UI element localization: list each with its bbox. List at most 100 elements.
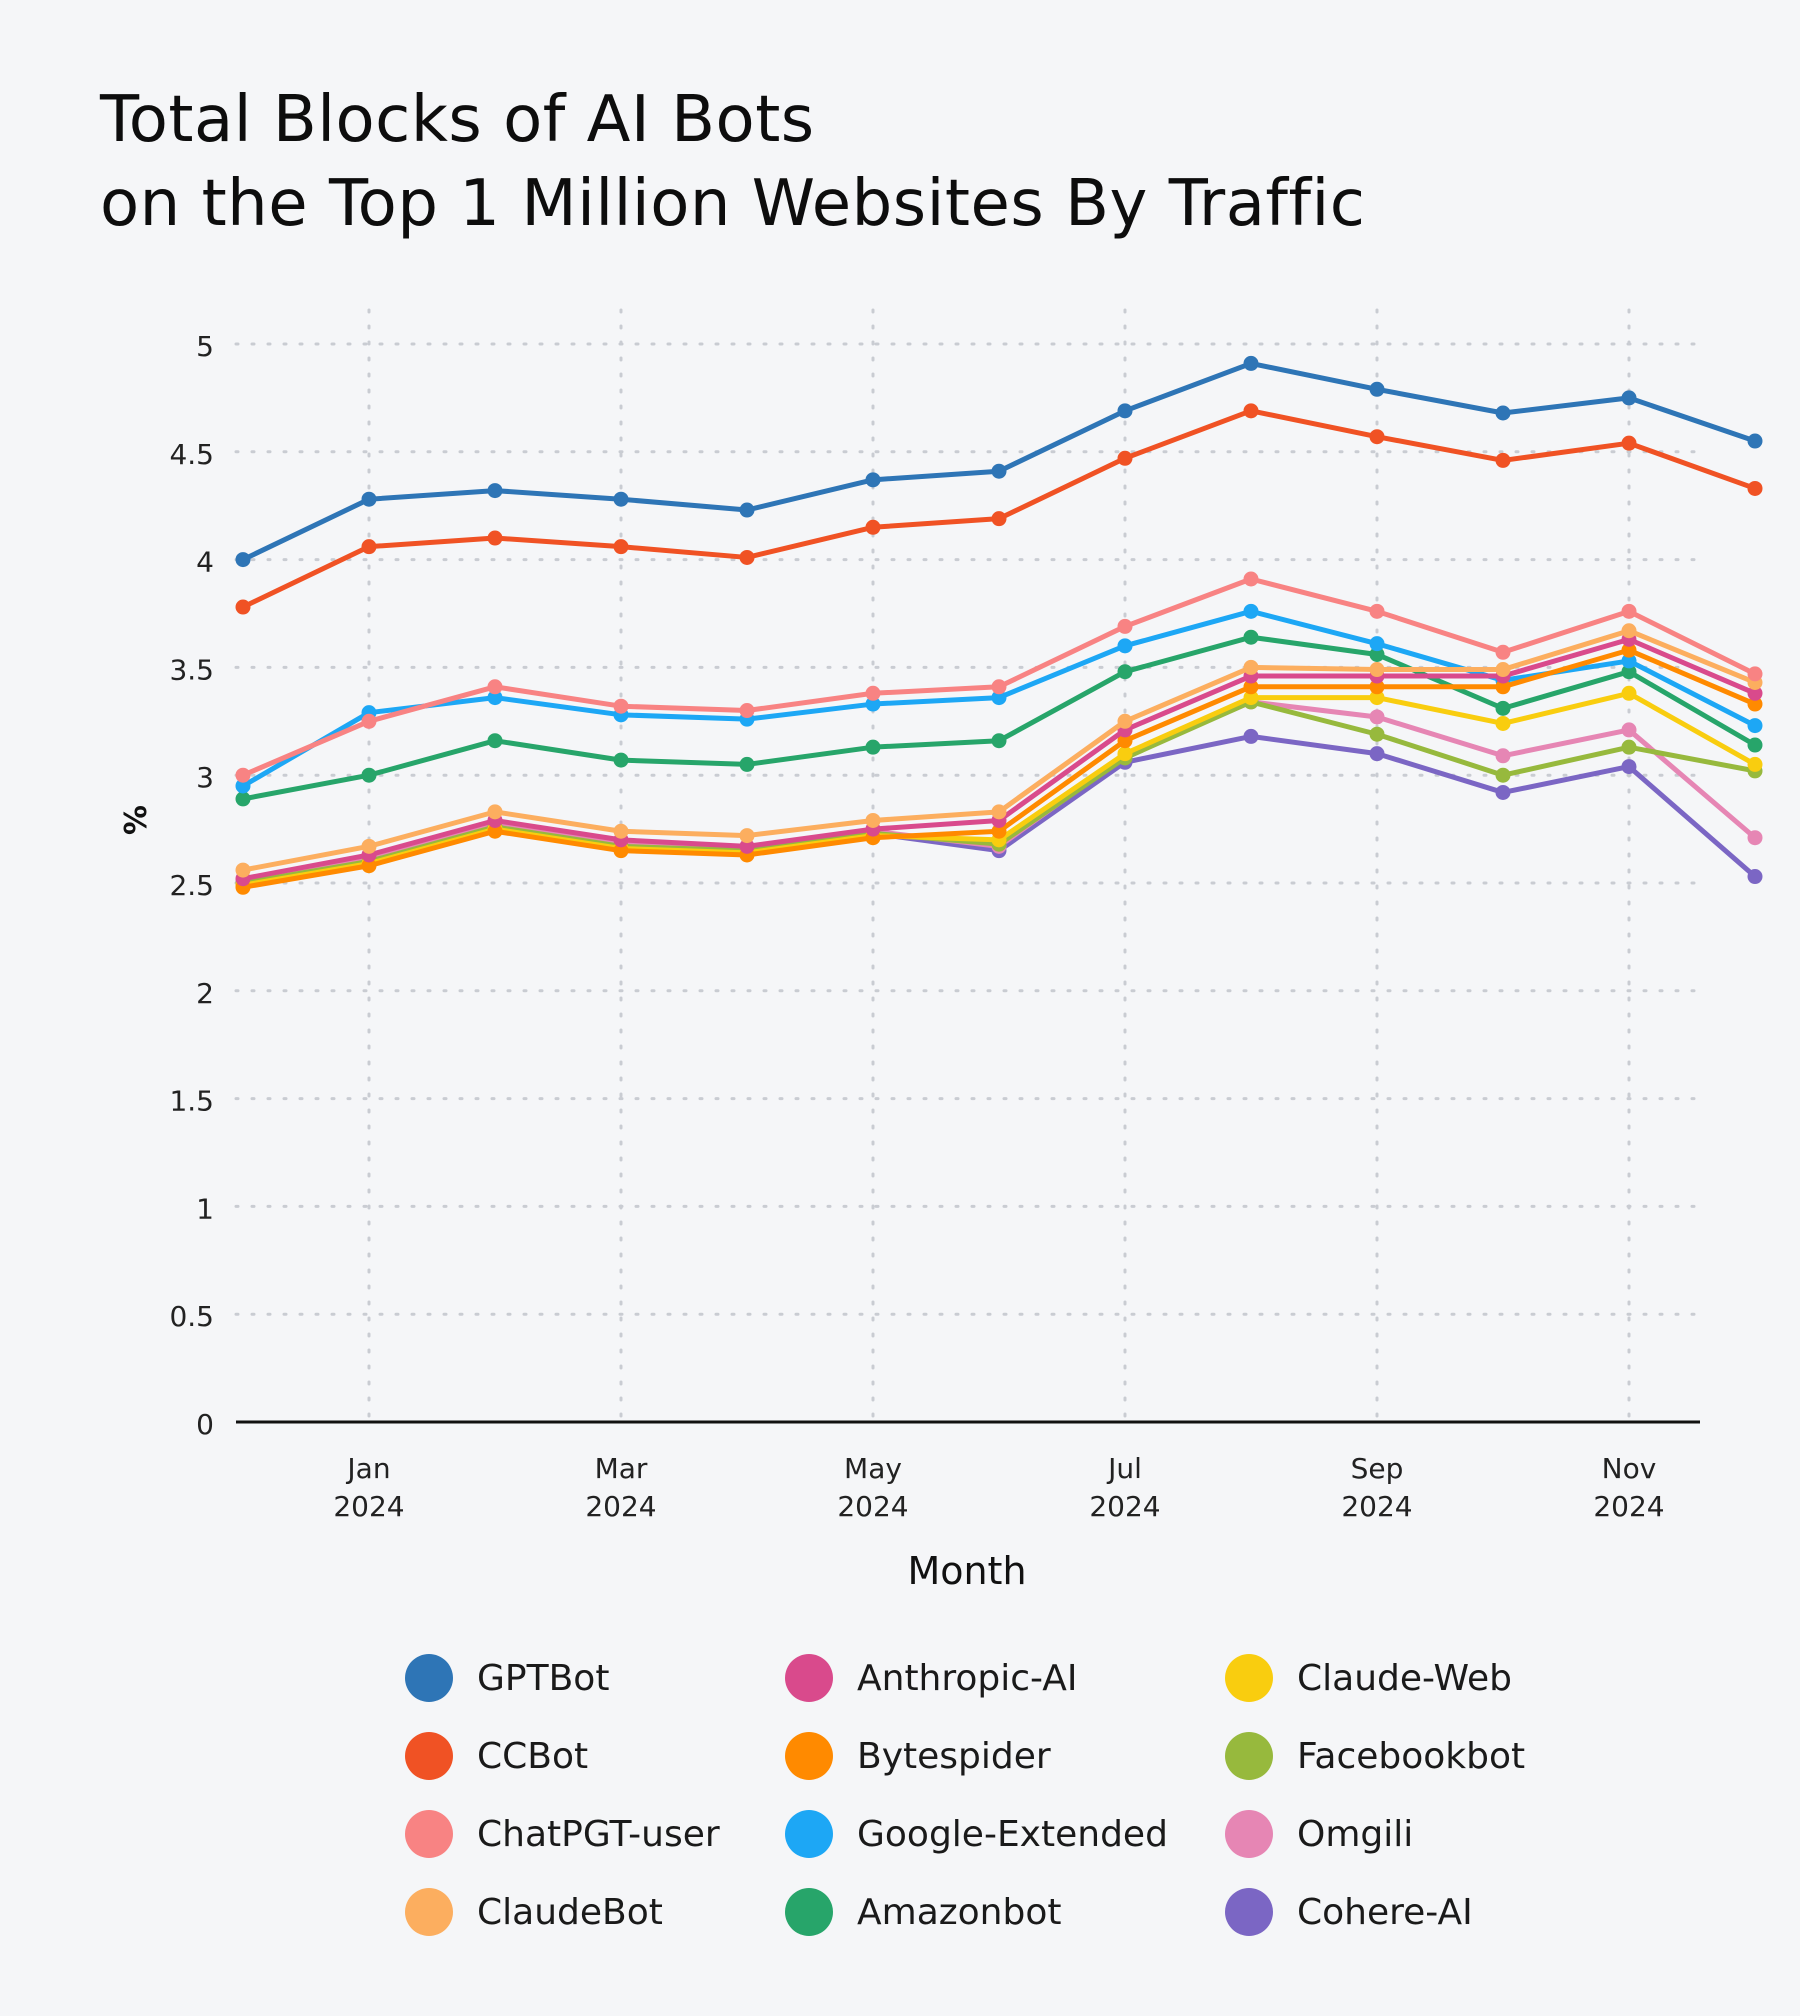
data-point <box>1495 748 1511 764</box>
data-point <box>1495 700 1511 716</box>
chart-axes: 0 0.5 1 1.5 2 2.5 3 3.5 4 4.5 5 Jan 2024 Mar 2024 May 20… <box>169 330 1700 1523</box>
legend-item: Amazonbot <box>785 1882 1062 1942</box>
y-tick-label: 0.5 <box>169 1300 214 1333</box>
data-point <box>1747 718 1763 734</box>
data-point <box>1621 390 1637 406</box>
data-point <box>865 739 881 755</box>
data-point <box>1495 405 1511 421</box>
data-point <box>1621 664 1637 680</box>
legend-label: ChatPGT-user <box>477 1813 720 1855</box>
legend-item: Google-Extended <box>785 1804 1168 1864</box>
data-point <box>1117 733 1133 749</box>
data-point <box>1495 452 1511 468</box>
legend-swatch <box>785 1732 833 1780</box>
y-tick-label: 3.5 <box>169 653 214 686</box>
legend-label: Facebookbot <box>1297 1735 1526 1777</box>
data-point <box>1243 690 1259 706</box>
x-tick-label-month: Sep <box>1351 1452 1404 1485</box>
data-point <box>1495 679 1511 695</box>
data-point <box>613 698 629 714</box>
legend-item: Cohere-AI <box>1225 1882 1473 1942</box>
data-point <box>1621 759 1637 775</box>
legend-swatch <box>405 1654 453 1702</box>
y-tick-label: 4 <box>196 546 214 579</box>
legend-label: CCBot <box>477 1735 589 1777</box>
legend-swatch <box>405 1732 453 1780</box>
series-line <box>240 360 1758 563</box>
data-point <box>1621 653 1637 669</box>
data-point <box>1243 728 1259 744</box>
legend-item: ChatPGT-user <box>405 1804 720 1864</box>
data-point <box>1369 690 1385 706</box>
data-point <box>1117 618 1133 634</box>
data-point <box>739 838 755 854</box>
data-point <box>991 463 1007 479</box>
data-point <box>865 472 881 488</box>
series-ccbot <box>235 403 1763 615</box>
data-point <box>1747 737 1763 753</box>
chart-legend: GPTBot CCBot ChatPGT-user ClaudeBot Anthropi… <box>405 1648 1705 1968</box>
data-point <box>739 502 755 518</box>
data-point <box>487 823 503 839</box>
legend-swatch <box>1225 1654 1273 1702</box>
legend-label: Cohere-AI <box>1297 1891 1473 1933</box>
data-point <box>235 862 251 878</box>
data-point <box>1495 715 1511 731</box>
legend-label: Amazonbot <box>857 1891 1062 1933</box>
data-point <box>739 549 755 565</box>
data-point <box>361 713 377 729</box>
legend-swatch <box>785 1888 833 1936</box>
data-point <box>1117 664 1133 680</box>
data-point <box>1117 638 1133 654</box>
data-point <box>1747 869 1763 885</box>
data-point <box>865 519 881 535</box>
data-point <box>1117 450 1133 466</box>
data-point <box>991 690 1007 706</box>
data-point <box>1243 355 1259 371</box>
y-tick-label: 5 <box>196 330 214 363</box>
legend-item: Bytespider <box>785 1726 1051 1786</box>
data-point <box>361 838 377 854</box>
data-point <box>1621 603 1637 619</box>
data-point <box>1621 685 1637 701</box>
legend-swatch <box>785 1654 833 1702</box>
data-point <box>487 733 503 749</box>
legend-label: Claude-Web <box>1297 1657 1513 1699</box>
data-point <box>1747 433 1763 449</box>
data-point <box>1369 679 1385 695</box>
x-tick-label-month: Jan <box>345 1452 390 1485</box>
legend-label: GPTBot <box>477 1657 610 1699</box>
data-point <box>1243 571 1259 587</box>
series-facebookbot <box>235 694 1763 891</box>
data-point <box>1243 679 1259 695</box>
legend-swatch <box>405 1888 453 1936</box>
data-point <box>991 733 1007 749</box>
data-point <box>1117 403 1133 419</box>
legend-item: ClaudeBot <box>405 1882 663 1942</box>
series-claude-web <box>235 685 1763 893</box>
data-point <box>739 828 755 844</box>
data-point <box>865 812 881 828</box>
legend-item: CCBot <box>405 1726 588 1786</box>
data-point <box>235 778 251 794</box>
data-point <box>865 696 881 712</box>
y-tick-label: 1 <box>196 1192 214 1225</box>
data-point <box>1243 659 1259 675</box>
data-point <box>487 679 503 695</box>
data-point <box>487 530 503 546</box>
series-gptbot <box>235 355 1763 568</box>
chart-title-line-2: on the Top 1 Million Websites By Traffic <box>100 167 1366 241</box>
data-point <box>865 685 881 701</box>
legend-item: Omgili <box>1225 1804 1413 1864</box>
x-tick-label-month: Jul <box>1106 1452 1142 1485</box>
x-tick-label-month: Mar <box>595 1452 648 1485</box>
data-point <box>1495 784 1511 800</box>
data-point <box>235 552 251 568</box>
x-axis-label: Month <box>907 1549 1026 1593</box>
data-point <box>613 752 629 768</box>
data-point <box>1243 403 1259 419</box>
legend-swatch <box>1225 1732 1273 1780</box>
data-point <box>1369 429 1385 445</box>
legend-label: Google-Extended <box>857 1813 1168 1855</box>
data-point <box>613 843 629 859</box>
